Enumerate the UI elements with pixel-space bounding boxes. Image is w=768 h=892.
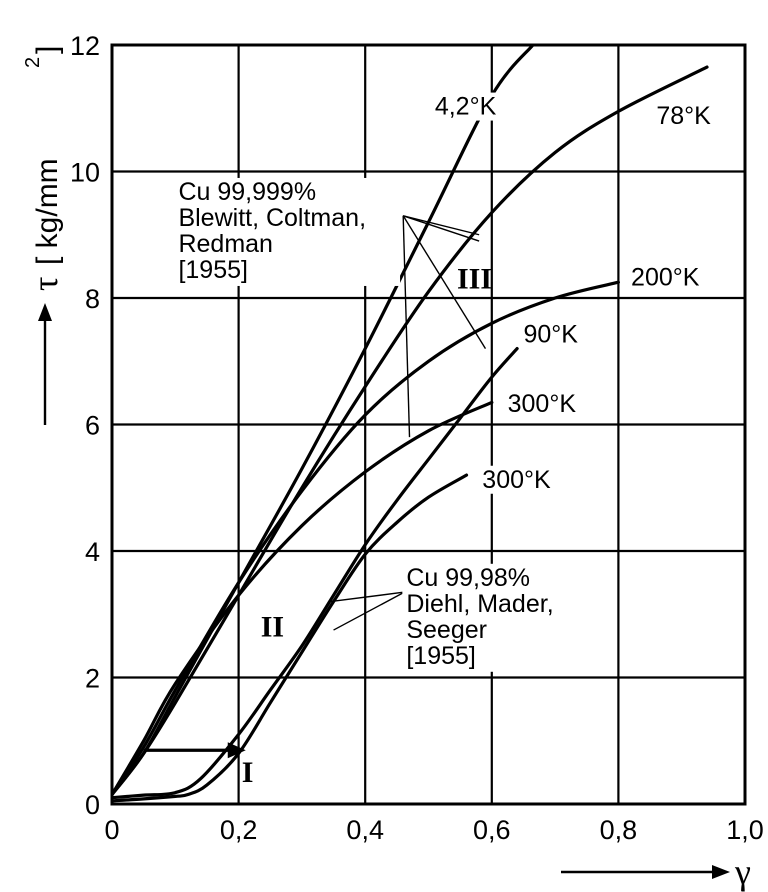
legend-block-0-line-2: Redman (178, 230, 273, 258)
annotation-3: 90°K (523, 320, 578, 348)
tick-labels: 0 0,2 0,4 0,6 0,8 1,0 0 2 4 6 8 10 12 (70, 31, 764, 845)
x-axis-arrow-head (712, 865, 730, 879)
grid-lines (110, 43, 747, 806)
annotation-bg-1 (653, 102, 718, 131)
y-axis-arrow-head (38, 303, 52, 321)
y-tick-label-2: 4 (85, 537, 100, 567)
x-tick-label-4: 0,8 (600, 815, 638, 845)
y-tick-label-4: 8 (85, 284, 100, 314)
annotation-bg-2 (628, 263, 707, 292)
y-tick-label-6: 12 (70, 31, 100, 61)
x-tick-label-2: 0,4 (346, 815, 384, 845)
x-tick-label-3: 0,6 (473, 815, 511, 845)
annotation-bg-5 (479, 465, 558, 494)
legend-block-1-line-1: Diehl, Mader, (406, 590, 553, 618)
annotation-7: II (261, 610, 284, 643)
y-tick-label-3: 6 (85, 411, 100, 441)
x-tick-label-5: 1,0 (726, 815, 764, 845)
annotation-0: 4,2°K (435, 93, 497, 121)
x-axis-label: γ (561, 852, 751, 892)
y-axis-label: τ [ kg/mm 2 ] (22, 46, 65, 425)
curve-1 (112, 65, 709, 797)
legend-blocks: Cu 99,999%Blewitt, Coltman,Redman[1955]C… (174, 177, 577, 672)
annotation-4: 300°K (508, 390, 577, 418)
y-axis-unit: [ kg/mm (31, 158, 64, 265)
curve-0 (112, 45, 535, 797)
leader-line-a-2 (402, 215, 487, 349)
y-tick-label-1: 2 (85, 664, 100, 694)
leader-line-a-3 (402, 215, 411, 438)
legend-block-1-line-0: Cu 99,98% (406, 564, 530, 592)
annotation-bg-0 (431, 92, 510, 121)
annotation-bg-4 (504, 389, 583, 418)
plot-frame (110, 43, 747, 806)
leader-line-a-0 (403, 215, 480, 236)
curve-4 (112, 347, 519, 800)
leader-lines (330, 215, 487, 631)
annotation-2: 200°K (631, 263, 700, 291)
annotation-5: 300°K (482, 466, 551, 494)
y-axis-unit-exponent: 2 (22, 57, 44, 68)
x-axis-symbol: γ (734, 852, 751, 892)
curve-2 (112, 280, 620, 797)
leader-line-a-1 (402, 215, 480, 242)
x-tick-label-0: 0 (104, 815, 119, 845)
legend-block-0-line-3: [1955] (178, 256, 248, 284)
y-axis-symbol: τ (25, 277, 65, 291)
legend-block-bg-0 (174, 177, 401, 286)
stage-arrow-head (227, 742, 246, 759)
leader-line-b-1 (333, 591, 405, 631)
curve-3 (112, 400, 494, 797)
y-tick-label-0: 0 (85, 790, 100, 820)
x-tick-label-1: 0,2 (220, 815, 258, 845)
y-axis-unit-close: ] (31, 46, 64, 54)
annotation-bg-3 (520, 320, 585, 349)
legend-block-1-line-2: Seeger (406, 616, 487, 644)
legend-block-bg-1 (402, 563, 577, 672)
legend-block-0-line-1: Blewitt, Coltman, (178, 204, 366, 232)
y-tick-label-5: 10 (70, 158, 100, 188)
annotation-8: III (457, 263, 492, 296)
curves (112, 45, 709, 803)
legend-block-1-line-3: [1955] (406, 642, 476, 670)
curve-5 (112, 473, 469, 803)
annotation-1: 78°K (656, 102, 711, 130)
legend-block-0-line-0: Cu 99,999% (178, 178, 316, 206)
annotation-6: I (242, 756, 254, 789)
leader-line-b-0 (330, 591, 405, 603)
